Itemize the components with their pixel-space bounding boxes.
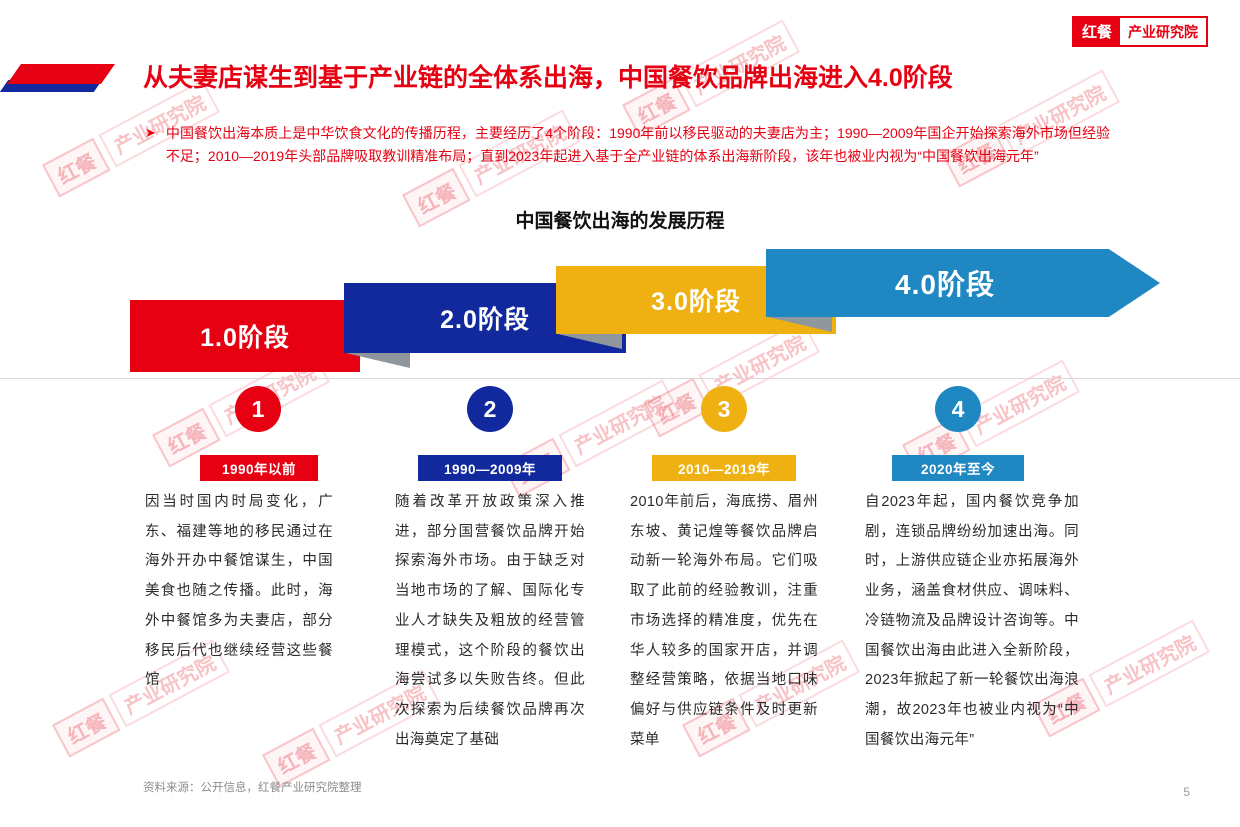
stage-description-1: 因当时国内时局变化，广东、福建等地的移民通过在海外开办中餐馆谋生，中国美食也随之… xyxy=(145,494,333,689)
stage-description-4: 自2023年起，国内餐饮竞争加剧，连锁品牌纷纷加速出海。同时，上游供应链企业亦拓… xyxy=(865,494,1079,748)
stage-period-3: 2010—2019年 xyxy=(652,455,796,481)
stage-number-circle-2: 2 xyxy=(467,386,513,432)
stage-banner-2-label: 2.0阶段 xyxy=(440,306,530,334)
brand-logo: 红餐 产业研究院 xyxy=(1071,16,1208,47)
page-number: 5 xyxy=(1183,785,1190,799)
stage-number-circle-3: 3 xyxy=(701,386,747,432)
stage-number-circle-4: 4 xyxy=(935,386,981,432)
stage-period-1: 1990年以前 xyxy=(200,455,318,481)
stage-banner-3-label: 3.0阶段 xyxy=(651,288,741,316)
stage-banner-4-label: 4.0阶段 xyxy=(895,269,995,300)
stage-banner-1: 1.0阶段 xyxy=(130,300,360,372)
intro-text: 中国餐饮出海本质上是中华饮食文化的传播历程，主要经历了4个阶段：1990年前以移… xyxy=(165,125,1110,164)
stage-description-2: 随着改革开放政策深入推进，部分国营餐饮品牌开始探索海外市场。由于缺乏对当地市场的… xyxy=(395,494,585,748)
title-accent-red xyxy=(6,64,116,84)
intro-bullet: ➤ 中国餐饮出海本质上是中华饮食文化的传播历程，主要经历了4个阶段：1990年前… xyxy=(145,122,1110,167)
chart-title: 中国餐饮出海的发展历程 xyxy=(515,211,725,232)
stage-banner-1-label: 1.0阶段 xyxy=(200,324,290,352)
stage-number-circle-1: 1 xyxy=(235,386,281,432)
stage-description-3: 2010年前后，海底捞、眉州东坡、黄记煌等餐饮品牌启动新一轮海外布局。它们吸取了… xyxy=(630,494,818,748)
brand-logo-text: 产业研究院 xyxy=(1128,23,1198,40)
brand-logo-badge: 红餐 xyxy=(1073,18,1120,45)
page-title: 从夫妻店谋生到基于产业链的全体系出海，中国餐饮品牌出海进入4.0阶段 xyxy=(143,64,953,92)
source-note: 资料来源：公开信息，红餐产业研究院整理 xyxy=(143,782,362,794)
stage-period-2: 1990—2009年 xyxy=(418,455,562,481)
stage-banner-4-arrow: 4.0阶段 xyxy=(766,249,1160,317)
divider-line xyxy=(0,378,1240,379)
stage-period-4: 2020年至今 xyxy=(892,455,1024,481)
bullet-arrow-icon: ➤ xyxy=(145,125,156,140)
